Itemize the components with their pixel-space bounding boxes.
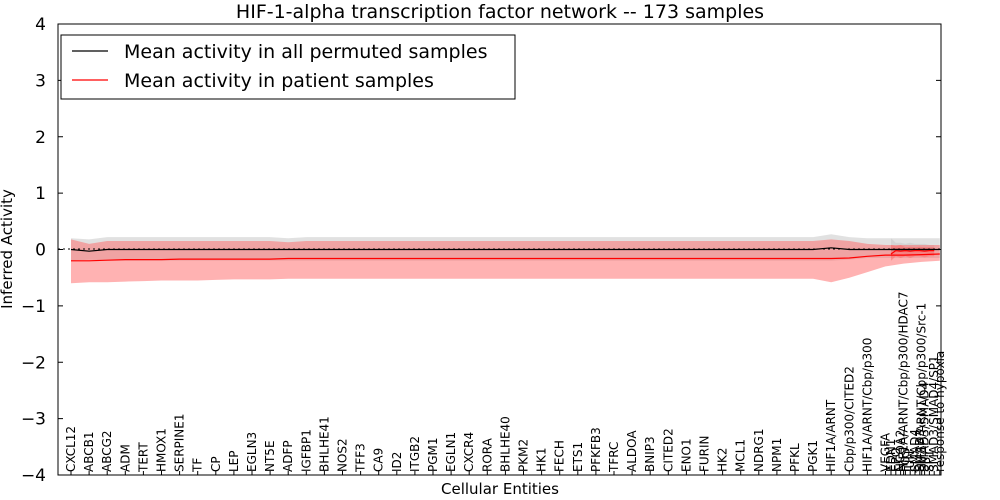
x-tick-label: PFKFB3 [589, 427, 603, 472]
x-tick-label: SMAD3 [913, 429, 927, 472]
x-tick-label: MCL1 [734, 439, 748, 472]
y-tick-label: 2 [35, 128, 46, 148]
line-patient-1 [890, 249, 935, 255]
x-tick-label: EGLN3 [245, 432, 259, 472]
x-tick-label: HK2 [716, 447, 730, 472]
x-tick-label: NT5E [263, 440, 277, 472]
x-tick-label: TFRC [607, 442, 621, 473]
x-tick-label: PGK1 [806, 440, 820, 472]
x-tick-label: HIF1A/ARNT/Cbp/p300/Src-1 [915, 303, 929, 472]
x-tick-label: LEP [227, 450, 241, 472]
x-tick-label: NPM1 [770, 438, 784, 472]
x-tick-label: BHLHE41 [317, 416, 331, 472]
x-tick-label: VEGFA [879, 432, 893, 472]
x-tick-label: EPO [889, 448, 903, 472]
y-tick-label: 3 [35, 71, 46, 91]
x-tick-label: HIF1A/ARNT/Cbp/p300 [860, 338, 874, 472]
x-tick-label: JUN [903, 451, 917, 473]
x-tick-label: PKM2 [517, 439, 531, 472]
legend-label-permuted: Mean activity in all permuted samples [124, 41, 487, 63]
x-tick-label: CXCL12 [64, 426, 78, 472]
x-tick-label: TERT [136, 442, 150, 473]
x-tick-label: HMOX1 [155, 428, 169, 472]
x-tick-label: EDN1 [884, 439, 898, 472]
x-tick-label: SMAD3/SMAD4/SP1 [927, 355, 941, 472]
x-tick-label: HK1 [535, 447, 549, 472]
legend-box [60, 34, 516, 100]
x-tick-label: ALDOA [625, 430, 639, 472]
y-tick-label: −3 [21, 410, 46, 430]
y-tick-label: −2 [21, 353, 46, 373]
legend-label-patient: Mean activity in patient samples [124, 70, 434, 92]
x-tick-label: ADM [118, 444, 132, 472]
x-tick-label: SMAD3/SMAD4 [918, 382, 932, 472]
x-tick-label: ABCB1 [82, 432, 96, 472]
x-axis-label: Cellular Entities [441, 480, 559, 498]
x-tick-label: Cbp/p300/CITED2 [842, 366, 856, 472]
y-tick-label: −1 [21, 297, 46, 317]
y-tick-label: −4 [21, 466, 46, 486]
x-tick-label: TF [191, 458, 205, 473]
confidence-bands [71, 234, 940, 284]
x-tick-label: NDRG1 [752, 429, 766, 473]
chart-title: HIF-1-alpha transcription factor network… [236, 1, 764, 23]
x-tick-label: EGLN1 [444, 432, 458, 472]
x-tick-label: NOS2 [336, 438, 350, 472]
y-axis-label: Inferred Activity [0, 189, 16, 309]
x-tick-label: SP1 [922, 450, 936, 473]
x-tick-label: SMAD4 [908, 429, 922, 472]
line-patient-0 [71, 253, 940, 262]
x-tick-label: ABCG2 [100, 430, 114, 472]
x-tick-label: FURIN [698, 435, 712, 472]
legend: Mean activity in all permuted samples Me… [60, 34, 516, 100]
x-tick-label: ID2 [390, 452, 404, 472]
x-tick-label: FECH [553, 440, 567, 472]
x-tick-label: NCOA2 [894, 430, 908, 472]
series-lines [70, 247, 940, 262]
y-axis: 4 3 2 1 0 −1 −2 −3 −4 [21, 15, 941, 486]
x-tick-label: CITED2 [661, 428, 675, 472]
x-tick-label: PGM1 [426, 437, 440, 472]
y-tick-label: 1 [35, 184, 46, 204]
x-tick-label: IGFBP1 [299, 429, 313, 472]
x-tick-label: SERPINE1 [173, 413, 187, 472]
x-tick-label: response to hypoxia [933, 351, 947, 472]
x-tick-label: HIF1A/ARNT/Cbp/p300/HDAC7 [897, 291, 911, 472]
x-tick-label: BNIP3 [643, 436, 657, 472]
x-tick-label: CP [209, 456, 223, 472]
line-permuted-0 [70, 247, 940, 252]
x-tick-label: CA9 [372, 448, 386, 472]
x-tick-label: RORA [480, 437, 494, 472]
y-tick-label: 0 [35, 241, 46, 261]
x-tick-label: ITGB2 [408, 436, 422, 472]
x-tick-label: HIF1A/ARNT [824, 399, 838, 472]
x-axis: CXCL12 ABCB1 ABCG2 ADM TERT HMOX1 SERPINE1 TF CP… [64, 291, 947, 475]
y-tick-label: 4 [35, 15, 46, 35]
x-tick-label: FOS [898, 448, 912, 472]
x-tick-label: ENO1 [679, 438, 693, 472]
x-tick-label: TFF3 [354, 443, 368, 473]
x-tick-label: CXCR4 [462, 432, 476, 472]
band-patient-0 [71, 239, 940, 284]
x-tick-label: PFKL [788, 443, 802, 472]
x-tick-label: ETS1 [571, 442, 585, 472]
x-tick-label: BHLHE40 [498, 416, 512, 472]
x-tick-label: ADFP [281, 440, 295, 472]
